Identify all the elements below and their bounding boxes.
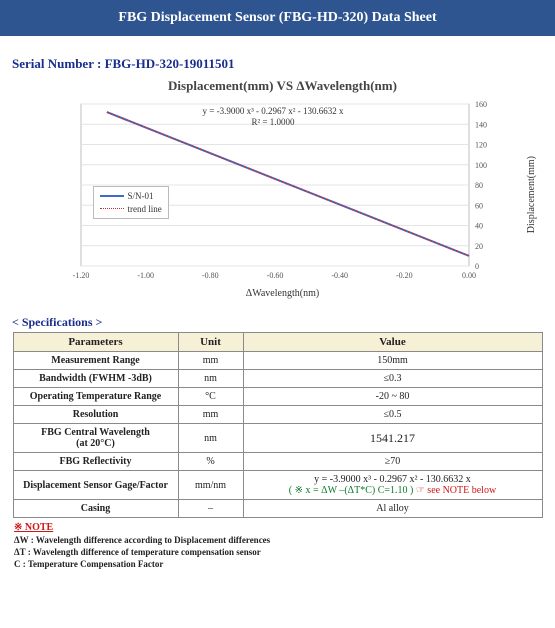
cell-unit: mm xyxy=(178,352,243,370)
table-row: Measurement Rangemm150mm xyxy=(13,352,542,370)
svg-text:0: 0 xyxy=(475,262,479,271)
svg-text:60: 60 xyxy=(475,201,483,210)
chart-area: 0 20 40 60 80 100 120 140 160 -1.20 -1.00 -0.80 -0.6… xyxy=(53,96,513,286)
svg-text:0.00: 0.00 xyxy=(462,271,476,280)
legend-label-1: trend line xyxy=(128,203,162,216)
cell-value: 150mm xyxy=(243,352,542,370)
serial-label: Serial Number : xyxy=(12,56,105,71)
svg-text:100: 100 xyxy=(475,161,487,170)
col-parameters: Parameters xyxy=(13,333,178,352)
serial-number-line: Serial Number : FBG-HD-320-19011501 xyxy=(12,56,547,72)
svg-text:140: 140 xyxy=(475,120,487,129)
legend-swatch-solid xyxy=(100,195,124,197)
serial-value: FBG-HD-320-19011501 xyxy=(105,56,235,71)
cell-unit: – xyxy=(178,500,243,518)
svg-text:80: 80 xyxy=(475,181,483,190)
cell-param: Casing xyxy=(13,500,178,518)
spec-heading: < Specifications > xyxy=(12,315,547,330)
note-line-2: C : Temperature Compensation Factor xyxy=(14,558,555,570)
page-title: FBG Displacement Sensor (FBG-HD-320) Dat… xyxy=(118,10,436,25)
col-value: Value xyxy=(243,333,542,352)
legend-item-trend: trend line xyxy=(100,203,162,216)
table-row: Resolutionmm≤0.5 xyxy=(13,406,542,424)
svg-text:120: 120 xyxy=(475,141,487,150)
cell-value: -20 ~ 80 xyxy=(243,388,542,406)
cell-unit: nm xyxy=(178,370,243,388)
eq-line1: y = -3.9000 x³ - 0.2967 x² - 130.6632 x xyxy=(203,106,344,116)
page-title-bar: FBG Displacement Sensor (FBG-HD-320) Dat… xyxy=(0,0,555,36)
table-row: FBG Central Wavelength(at 20°C)nm1541.21… xyxy=(13,424,542,453)
table-row: FBG Reflectivity%≥70 xyxy=(13,453,542,471)
svg-text:-0.40: -0.40 xyxy=(331,271,348,280)
cell-param: Resolution xyxy=(13,406,178,424)
cell-value: ≤0.3 xyxy=(243,370,542,388)
cell-unit: °C xyxy=(178,388,243,406)
col-unit: Unit xyxy=(178,333,243,352)
chart-title: Displacement(mm) VS ΔWavelength(nm) xyxy=(40,78,525,94)
legend-label-0: S/N-01 xyxy=(128,190,154,203)
chart-equation: y = -3.9000 x³ - 0.2967 x² - 130.6632 x … xyxy=(203,106,344,129)
svg-text:-0.20: -0.20 xyxy=(395,271,412,280)
cell-value: ≥70 xyxy=(243,453,542,471)
x-axis-label: ΔWavelength(nm) xyxy=(40,288,525,299)
table-header-row: Parameters Unit Value xyxy=(13,333,542,352)
cell-unit: mm xyxy=(178,406,243,424)
cell-unit: % xyxy=(178,453,243,471)
cell-param: Measurement Range xyxy=(13,352,178,370)
svg-text:40: 40 xyxy=(475,222,483,231)
table-row: Bandwidth (FWHM -3dB)nm≤0.3 xyxy=(13,370,542,388)
cell-param: FBG Central Wavelength(at 20°C) xyxy=(13,424,178,453)
eq-line2: R² = 1.0000 xyxy=(251,117,294,127)
svg-text:20: 20 xyxy=(475,242,483,251)
cell-param: Bandwidth (FWHM -3dB) xyxy=(13,370,178,388)
cell-param: Operating Temperature Range xyxy=(13,388,178,406)
cell-value: 1541.217 xyxy=(243,424,542,453)
table-row: Casing–Al alloy xyxy=(13,500,542,518)
table-row: Operating Temperature Range°C-20 ~ 80 xyxy=(13,388,542,406)
cell-value: ≤0.5 xyxy=(243,406,542,424)
cell-value: Al alloy xyxy=(243,500,542,518)
svg-text:-0.60: -0.60 xyxy=(266,271,283,280)
cell-unit: nm xyxy=(178,424,243,453)
svg-text:-1.20: -1.20 xyxy=(72,271,89,280)
spec-table: Parameters Unit Value Measurement Rangem… xyxy=(13,332,543,518)
note-body: ΔW : Wavelength difference according to … xyxy=(14,534,555,570)
cell-param: FBG Reflectivity xyxy=(13,453,178,471)
y-axis-label: Displacement(mm) xyxy=(527,156,538,233)
legend-item-sn01: S/N-01 xyxy=(100,190,162,203)
cell-value: y = -3.9000 x³ - 0.2967 x² - 130.6632 x(… xyxy=(243,471,542,500)
note-line-1: ΔT : Wavelength difference of temperatur… xyxy=(14,546,555,558)
svg-text:-1.00: -1.00 xyxy=(137,271,154,280)
svg-text:-0.80: -0.80 xyxy=(201,271,218,280)
legend-swatch-dot xyxy=(100,208,124,209)
table-row: Displacement Sensor Gage/Factormm/nmy = … xyxy=(13,471,542,500)
note-heading: ※ NOTE xyxy=(14,522,555,533)
cell-unit: mm/nm xyxy=(178,471,243,500)
note-line-0: ΔW : Wavelength difference according to … xyxy=(14,534,555,546)
chart-legend: S/N-01 trend line xyxy=(93,186,169,219)
chart-container: Displacement(mm) VS ΔWavelength(nm) 0 20 4… xyxy=(40,78,525,299)
svg-text:160: 160 xyxy=(475,100,487,109)
cell-param: Displacement Sensor Gage/Factor xyxy=(13,471,178,500)
